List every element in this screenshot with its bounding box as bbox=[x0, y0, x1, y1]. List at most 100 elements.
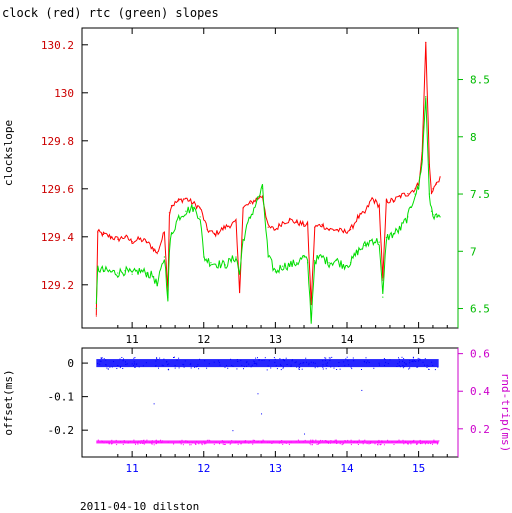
y-left-tick-label: 130 bbox=[54, 87, 74, 100]
scatter-point-rnd-trip bbox=[316, 443, 318, 445]
scatter-point-rnd-trip bbox=[434, 441, 436, 443]
scatter-point-offset bbox=[163, 358, 165, 360]
scatter-point-rnd-trip bbox=[256, 441, 258, 443]
scatter-point-rnd-trip bbox=[208, 439, 210, 441]
scatter-point-offset bbox=[101, 358, 103, 359]
scatter-point-rnd-trip bbox=[358, 439, 360, 441]
scatter-point-rnd-trip bbox=[235, 440, 237, 442]
data-point-rtc bbox=[439, 216, 441, 218]
scatter-point-offset bbox=[412, 359, 414, 361]
scatter-point-rnd-trip bbox=[108, 441, 110, 443]
scatter-point-rnd-trip bbox=[271, 443, 273, 444]
scatter-point-rnd-trip bbox=[140, 440, 142, 442]
scatter-point-rnd-trip bbox=[146, 439, 148, 441]
scatter-point-offset bbox=[389, 359, 391, 361]
scatter-point-offset bbox=[174, 367, 176, 369]
scatter-point-rnd-trip bbox=[425, 442, 427, 444]
x-tick-label: 14 bbox=[340, 333, 354, 346]
scatter-point-rnd-trip bbox=[142, 440, 144, 442]
scatter-point-offset bbox=[123, 358, 124, 360]
scatter-point-offset bbox=[183, 364, 185, 366]
scatter-point-rnd-trip bbox=[108, 443, 110, 445]
scatter-point-offset bbox=[296, 366, 298, 368]
scatter-point-offset bbox=[208, 363, 210, 365]
scatter-point-offset bbox=[325, 368, 327, 370]
scatter-point-rnd-trip bbox=[410, 443, 412, 445]
scatter-point-rnd-trip bbox=[320, 439, 322, 441]
scatter-point-offset bbox=[387, 363, 389, 365]
scatter-point-offset bbox=[367, 360, 369, 362]
scatter-point-offset bbox=[256, 364, 258, 366]
y-axis-label: offset(ms) bbox=[2, 369, 15, 435]
data-point-rtc bbox=[170, 233, 173, 235]
scatter-point-offset bbox=[182, 363, 184, 365]
scatter-point-rnd-trip bbox=[240, 443, 242, 445]
scatter-point-offset bbox=[306, 361, 307, 363]
scatter-point-offset bbox=[401, 356, 403, 358]
scatter-point-rnd-trip bbox=[368, 443, 370, 445]
scatter-point-rnd-trip bbox=[309, 443, 311, 445]
scatter-point-rnd-trip bbox=[327, 441, 329, 443]
scatter-point-rnd-trip bbox=[228, 441, 230, 443]
scatter-point-rnd-trip bbox=[222, 443, 224, 445]
scatter-point-offset bbox=[218, 362, 220, 364]
scatter-point-offset bbox=[167, 364, 168, 366]
data-point-clock bbox=[242, 207, 244, 209]
data-point-clock bbox=[349, 229, 352, 231]
scatter-point-offset bbox=[417, 366, 419, 368]
scatter-point-offset bbox=[396, 366, 398, 367]
scatter-point-rnd-trip bbox=[380, 443, 382, 445]
scatter-point-rnd-trip bbox=[281, 440, 283, 441]
scatter-point-rnd-trip bbox=[252, 443, 254, 445]
scatter-point-offset bbox=[426, 367, 428, 368]
scatter-point-offset bbox=[103, 358, 105, 360]
scatter-point-rnd-trip bbox=[191, 442, 193, 444]
scatter-point-offset bbox=[106, 367, 108, 369]
scatter-point-rnd-trip bbox=[405, 440, 406, 442]
scatter-point-rnd-trip bbox=[377, 442, 379, 444]
scatter-point-offset bbox=[168, 368, 169, 370]
scatter-point-rnd-trip bbox=[362, 441, 364, 442]
scatter-point-rnd-trip bbox=[196, 440, 198, 442]
scatter-point-offset bbox=[428, 365, 430, 367]
scatter-point-rnd-trip bbox=[124, 440, 125, 442]
scatter-point-offset bbox=[195, 366, 197, 368]
data-point-rtc bbox=[414, 193, 416, 195]
scatter-point-offset bbox=[408, 368, 410, 370]
scatter-point-rnd-trip bbox=[423, 441, 425, 443]
scatter-point-offset bbox=[282, 367, 284, 369]
scatter-point-offset bbox=[237, 361, 239, 362]
scatter-point-rnd-trip bbox=[378, 441, 380, 443]
scatter-point-offset bbox=[198, 368, 200, 370]
scatter-point-rnd-trip bbox=[134, 442, 136, 444]
y-right-tick-label: 0.2 bbox=[470, 423, 490, 436]
data-point-rtc bbox=[261, 187, 264, 189]
scatter-point-rnd-trip bbox=[420, 443, 421, 445]
scatter-point-rnd-trip bbox=[362, 443, 364, 445]
scatter-point-rnd-trip bbox=[381, 441, 383, 443]
scatter-point-offset bbox=[415, 360, 417, 362]
scatter-point-offset bbox=[105, 364, 107, 366]
scatter-point-offset bbox=[365, 357, 367, 359]
scatter-point-offset bbox=[402, 365, 404, 366]
scatter-point-offset bbox=[194, 366, 195, 368]
data-point-rtc bbox=[432, 214, 434, 216]
scatter-point-offset bbox=[379, 364, 380, 366]
scatter-point-rnd-trip bbox=[416, 443, 418, 445]
scatter-point-offset bbox=[227, 367, 229, 369]
scatter-point-rnd-trip bbox=[222, 441, 224, 442]
scatter-point-offset bbox=[154, 365, 156, 367]
data-point-rtc bbox=[199, 216, 201, 218]
scatter-point-rnd-trip bbox=[145, 442, 147, 444]
scatter-point-rnd-trip bbox=[302, 441, 304, 443]
data-point-clock bbox=[235, 221, 237, 223]
scatter-point-offset bbox=[343, 361, 345, 363]
data-point-rtc bbox=[435, 216, 438, 218]
scatter-point-offset bbox=[254, 363, 256, 364]
scatter-point-rnd-trip bbox=[127, 441, 129, 443]
scatter-point-offset bbox=[378, 362, 380, 364]
scatter-point-offset bbox=[134, 357, 136, 359]
scatter-point-rnd-trip bbox=[245, 440, 247, 442]
scatter-point-offset bbox=[100, 357, 102, 359]
scatter-point-offset bbox=[285, 357, 287, 359]
